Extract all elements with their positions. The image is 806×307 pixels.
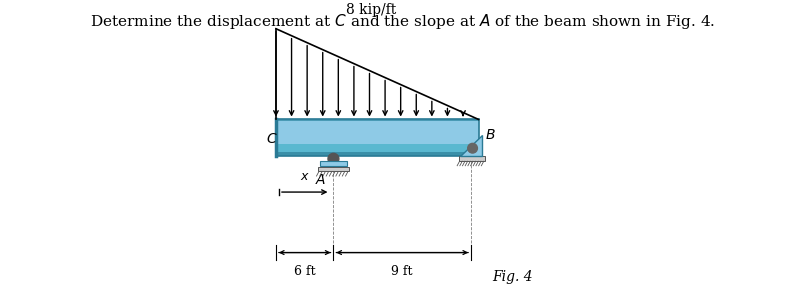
Text: 8 kip/ft: 8 kip/ft <box>346 3 397 17</box>
Polygon shape <box>460 134 482 156</box>
Text: $B$: $B$ <box>484 128 496 142</box>
Text: Determine the displacement at $C$ and the slope at $A$ of the beam shown in Fig.: Determine the displacement at $C$ and th… <box>90 12 716 31</box>
Bar <box>318 167 348 172</box>
Bar <box>320 161 347 166</box>
Bar <box>276 119 479 144</box>
Text: $x$: $x$ <box>300 170 310 183</box>
Bar <box>276 119 479 156</box>
Bar <box>276 152 479 156</box>
Bar <box>276 144 479 153</box>
Text: 6 ft: 6 ft <box>294 265 315 278</box>
Text: $A$: $A$ <box>314 173 326 187</box>
Circle shape <box>328 154 339 164</box>
Bar <box>459 156 484 161</box>
Text: Fig. 4: Fig. 4 <box>492 270 533 284</box>
Bar <box>276 119 479 121</box>
Polygon shape <box>276 29 479 119</box>
Text: $C$: $C$ <box>266 132 277 146</box>
Text: 9 ft: 9 ft <box>392 265 413 278</box>
Circle shape <box>467 143 477 153</box>
